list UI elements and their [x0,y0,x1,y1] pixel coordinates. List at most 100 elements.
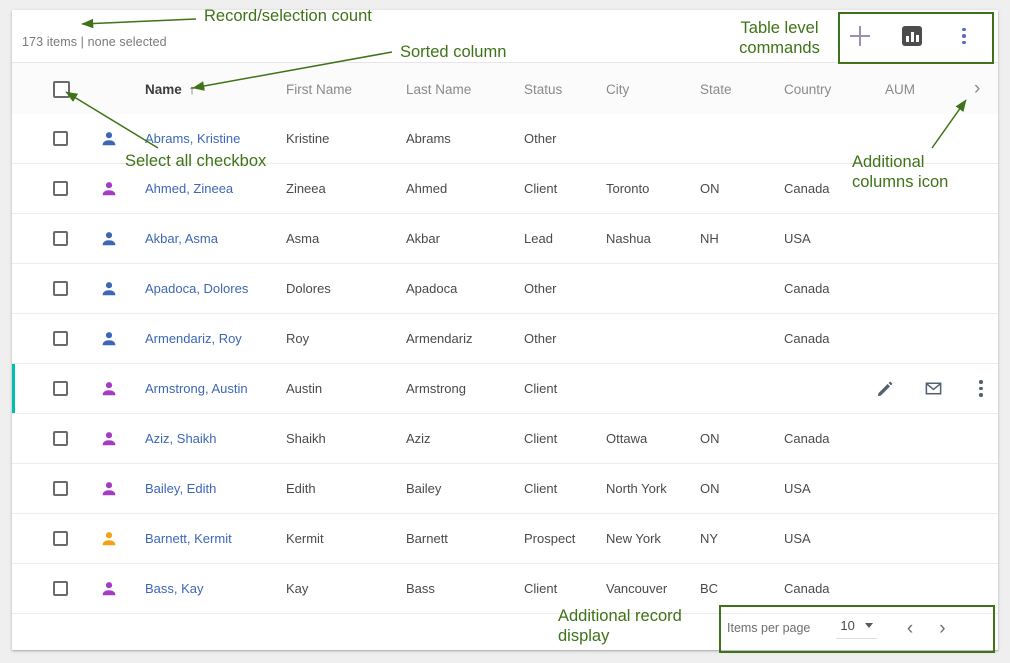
column-header-aum[interactable]: AUM [885,81,915,97]
cell-first: Kermit [286,514,324,563]
row-more-menu-button[interactable] [970,378,992,400]
cell-text: Asma [286,231,320,246]
table-row[interactable]: Abrams, Kristine Kristine Abrams Other [12,114,998,164]
cell-name[interactable]: Barnett, Kermit [145,514,232,563]
cell-country: USA [784,514,811,563]
cell-status: Other [524,114,557,163]
cell-first: Austin [286,364,322,413]
cell-text: Roy [286,331,310,346]
table-row[interactable]: Bailey, Edith Edith Bailey Client North York… [12,464,998,514]
cell-status: Lead [524,214,553,263]
cell-last: Apadoca [406,264,457,313]
plus-icon [850,26,870,46]
cell-name[interactable]: Bailey, Edith [145,464,216,513]
row-select-checkbox[interactable] [53,464,68,513]
cell-state: NH [700,214,719,263]
data-grid-card: 173 items | none selected Name ↑ [12,10,998,650]
sort-ascending-icon: ↑ [188,81,196,97]
cell-country: Canada [784,564,830,613]
table-row[interactable]: Armendariz, Roy Roy Armendariz Other Canada [12,314,998,364]
cell-text: Other [524,281,557,296]
table-row[interactable]: Apadoca, Dolores Dolores Apadoca Other Canad… [12,264,998,314]
previous-page-button[interactable]: ‹ [906,617,914,639]
table-row[interactable]: Aziz, Shaikh Shaikh Aziz Client Ottawa ON Cana… [12,414,998,464]
cell-name[interactable]: Akbar, Asma [145,214,218,263]
cell-name[interactable]: Ahmed, Zineea [145,164,233,213]
cell-last: Akbar [406,214,440,263]
cell-text: Aziz [406,431,431,446]
row-select-checkbox[interactable] [53,264,68,313]
cell-name[interactable]: Armendariz, Roy [145,314,242,363]
cell-status: Other [524,314,557,363]
cell-text: Zineea [286,181,326,196]
cell-text: Client [524,431,558,446]
row-select-checkbox[interactable] [53,414,68,463]
row-select-checkbox[interactable] [53,514,68,563]
table-row[interactable]: Armstrong, Austin Austin Armstrong Client [12,364,998,414]
cell-country: Canada [784,264,830,313]
cell-last: Armstrong [406,364,466,413]
cell-text: BC [700,581,719,596]
next-page-button[interactable]: › [939,617,946,639]
items-per-page-select[interactable]: 10 [836,617,877,639]
cell-name[interactable]: Abrams, Kristine [145,114,240,163]
items-per-page-value: 10 [840,617,855,633]
add-record-button[interactable] [840,16,880,56]
cell-status: Client [524,414,557,463]
row-select-checkbox[interactable] [53,364,68,413]
column-header-first-name[interactable]: First Name [286,81,353,97]
column-header-name[interactable]: Name ↑ [145,63,195,115]
cell-text: Other [524,331,557,346]
column-header-country[interactable]: Country [784,81,832,97]
cell-last: Barnett [406,514,448,563]
cell-name[interactable]: Apadoca, Dolores [145,264,248,313]
select-all-checkbox[interactable] [53,63,70,115]
additional-columns-icon[interactable]: › [974,78,981,99]
cell-text: New York [606,531,661,546]
row-select-checkbox[interactable] [53,114,68,163]
pagination-nav: ‹ › [907,619,946,638]
table-row[interactable]: Barnett, Kermit Kermit Barnett Prospect New … [12,514,998,564]
edit-record-button[interactable] [874,378,896,400]
cell-name[interactable]: Aziz, Shaikh [145,414,217,463]
cell-text: Ottawa [606,431,648,446]
cell-text: Armstrong [406,381,466,396]
cell-text: Client [524,481,558,496]
cell-text: Client [524,581,558,596]
column-header-last-name[interactable]: Last Name [406,81,472,97]
pencil-icon [877,381,893,396]
table-header-row: Name ↑ First Name Last Name Status City … [12,62,998,116]
table-row[interactable]: Ahmed, Zineea Zineea Ahmed Client Toronto ON C… [12,164,998,214]
row-select-checkbox[interactable] [53,214,68,263]
cell-name[interactable]: Armstrong, Austin [145,364,248,413]
column-header-state[interactable]: State [700,81,732,97]
cell-text: Toronto [606,181,650,196]
checkbox-box [53,381,68,396]
chevron-down-icon [864,622,873,628]
cell-text: Bass [406,581,435,596]
cell-name[interactable]: Bass, Kay [145,564,204,613]
cell-status: Client [524,364,557,413]
record-selection-count: 173 items | none selected [22,35,167,49]
items-per-page-label: Items per page [727,621,811,635]
row-select-checkbox[interactable] [53,164,68,213]
table-row[interactable]: Akbar, Asma Asma Akbar Lead Nashua NH USA [12,214,998,264]
table-body: Abrams, Kristine Kristine Abrams Other Ahmed… [12,114,998,614]
email-record-button[interactable] [922,378,944,400]
bar-chart-icon [902,26,922,46]
row-actions [874,364,992,413]
chart-view-button[interactable] [892,16,932,56]
record-link: Barnett, Kermit [145,531,232,546]
column-header-city[interactable]: City [606,81,630,97]
cell-status: Prospect [524,514,575,563]
table-level-commands [834,14,990,58]
column-header-status[interactable]: Status [524,81,563,97]
table-more-menu-button[interactable] [944,16,984,56]
cell-state: ON [700,464,720,513]
row-select-checkbox[interactable] [53,314,68,363]
cell-last: Aziz [406,414,431,463]
cell-country: Canada [784,164,830,213]
cell-text: ON [700,181,720,196]
row-select-checkbox[interactable] [53,564,68,613]
cell-last: Armendariz [406,314,472,363]
